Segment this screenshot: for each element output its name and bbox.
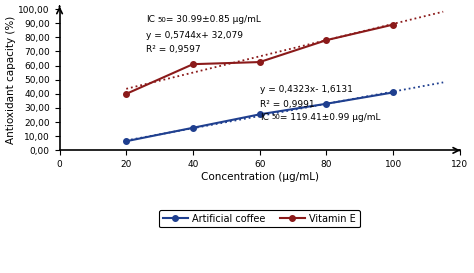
Text: 50: 50: [272, 114, 281, 120]
X-axis label: Concentration (μg/mL): Concentration (μg/mL): [201, 172, 319, 182]
Text: = 119.41±0.99 μg/mL: = 119.41±0.99 μg/mL: [277, 113, 381, 122]
Text: IC: IC: [146, 15, 155, 24]
Text: y = 0,5744x+ 32,079: y = 0,5744x+ 32,079: [146, 31, 243, 40]
Text: = 30.99±0.85 μg/mL: = 30.99±0.85 μg/mL: [163, 15, 261, 24]
Text: IC: IC: [260, 113, 269, 122]
Legend: Artificial coffee, Vitamin E: Artificial coffee, Vitamin E: [159, 210, 360, 227]
Text: R² = 0,9597: R² = 0,9597: [146, 45, 200, 54]
Text: y = 0,4323x- 1,6131: y = 0,4323x- 1,6131: [260, 85, 353, 94]
Y-axis label: Antioxidant capacity (%): Antioxidant capacity (%): [6, 16, 16, 144]
Text: R² = 0,9991: R² = 0,9991: [260, 99, 314, 108]
Text: 50: 50: [158, 17, 166, 23]
